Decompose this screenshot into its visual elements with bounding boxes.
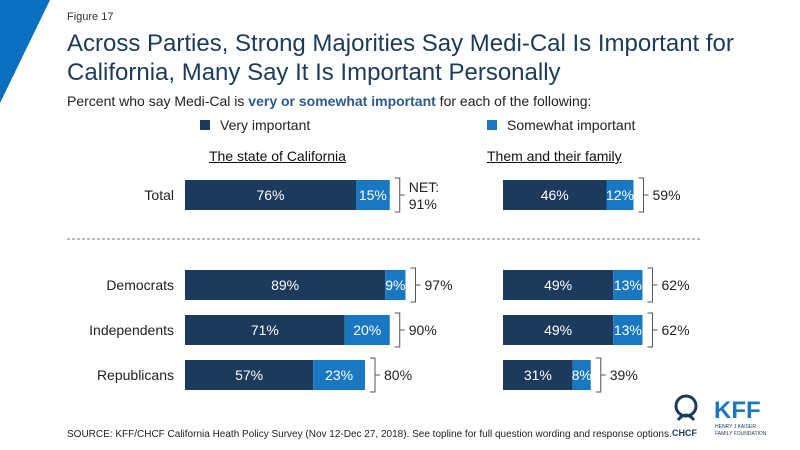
kff-logo-subtext-1: HENRY J KAISER — [715, 424, 756, 430]
bar-very-important — [503, 270, 614, 300]
legend-item-very: Very important — [200, 117, 310, 133]
chart-subtitle: Percent who say Medi-Cal is very or some… — [67, 93, 591, 109]
logos: CHCF KFF HENRY J KAISER FAMILY FOUNDATIO… — [672, 394, 767, 438]
category-label: Republicans — [97, 367, 174, 383]
net-label: 62% — [662, 322, 690, 338]
net-bracket — [410, 267, 421, 303]
data-label-somewhat: 13% — [614, 277, 642, 293]
data-label-very: 46% — [541, 187, 569, 203]
category-label: Democrats — [106, 277, 174, 293]
subtitle-suffix: for each of the following: — [435, 93, 592, 109]
bar-very-important — [185, 270, 386, 300]
bar-very-important — [503, 360, 573, 390]
net-label-line: 90% — [409, 322, 437, 338]
net-label: 80% — [384, 367, 412, 383]
net-bracket — [647, 267, 658, 303]
data-label-very: 89% — [271, 277, 299, 293]
net-label-line: 62% — [662, 322, 690, 338]
chcf-logo-icon: CHCF — [672, 394, 698, 438]
net-bracket — [394, 312, 405, 348]
bar-very-important — [503, 315, 614, 345]
net-bracket — [647, 312, 658, 348]
data-label-somewhat: 23% — [325, 367, 353, 383]
source-note: SOURCE: KFF/CHCF California Heath Policy… — [67, 429, 672, 440]
kff-logo-icon: KFF HENRY J KAISER FAMILY FOUNDATION — [714, 397, 767, 437]
net-label-line: NET: — [409, 179, 439, 195]
bar-somewhat-important — [356, 180, 390, 210]
net-label: 97% — [425, 277, 453, 293]
data-label-somewhat: 15% — [359, 187, 387, 203]
data-label-very: 57% — [235, 367, 263, 383]
net-label: 39% — [610, 367, 638, 383]
data-label-very: 76% — [256, 187, 284, 203]
legend-swatch-very — [200, 120, 210, 130]
subtitle-prefix: Percent who say Medi-Cal is — [67, 93, 249, 109]
net-label-line: 80% — [384, 367, 412, 383]
net-bracket — [638, 177, 649, 213]
kff-logo-text: KFF — [714, 397, 761, 424]
panel-title-family: Them and their family — [487, 148, 622, 164]
data-label-very: 31% — [524, 367, 552, 383]
net-label-line: 59% — [653, 187, 681, 203]
net-label: 62% — [662, 277, 690, 293]
bar-somewhat-important — [613, 315, 643, 345]
data-label-somewhat: 13% — [614, 322, 642, 338]
net-label-line: 91% — [409, 196, 437, 212]
subtitle-emphasis: very or somewhat important — [248, 93, 436, 109]
legend-label-somewhat: Somewhat important — [507, 117, 636, 133]
bar-very-important — [185, 315, 345, 345]
bar-somewhat-important — [572, 360, 591, 390]
data-label-somewhat: 20% — [353, 322, 381, 338]
bar-very-important — [503, 180, 607, 210]
data-label-very: 49% — [544, 322, 572, 338]
figure-label: Figure 17 — [67, 11, 114, 23]
bar-somewhat-important — [606, 180, 634, 210]
net-label-line: 97% — [425, 277, 453, 293]
net-label: 90% — [409, 322, 437, 338]
net-bracket — [370, 357, 380, 393]
net-bracket — [394, 177, 405, 213]
data-label-somewhat: 9% — [385, 277, 405, 293]
kff-logo-subtext-2: FAMILY FOUNDATION — [715, 431, 767, 437]
data-label-very: 49% — [544, 277, 572, 293]
bar-very-important — [185, 180, 356, 210]
legend-swatch-somewhat — [487, 120, 497, 130]
category-label: Independents — [89, 322, 174, 338]
bar-somewhat-important — [613, 270, 643, 300]
net-label-line: 39% — [610, 367, 638, 383]
bar-very-important — [185, 360, 314, 390]
legend-item-somewhat: Somewhat important — [487, 117, 635, 133]
category-label: Total — [144, 187, 174, 203]
net-label: NET: 91% — [409, 179, 439, 212]
data-label-very: 71% — [251, 322, 279, 338]
bar-somewhat-important — [385, 270, 406, 300]
chcf-logo-text: CHCF — [672, 428, 697, 438]
legend-label-very: Very important — [220, 117, 311, 133]
net-bracket — [595, 357, 606, 393]
net-label-line: 62% — [662, 277, 690, 293]
net-label: 59% — [653, 187, 681, 203]
corner-accent-shape — [0, 0, 50, 103]
data-label-somewhat: 8% — [572, 367, 592, 383]
panel-title-california: The state of California — [209, 148, 346, 164]
bar-somewhat-important — [313, 360, 365, 390]
data-label-somewhat: 12% — [606, 187, 634, 203]
chart-title: Across Parties, Strong Majorities Say Me… — [67, 30, 734, 86]
bar-somewhat-important — [344, 315, 390, 345]
